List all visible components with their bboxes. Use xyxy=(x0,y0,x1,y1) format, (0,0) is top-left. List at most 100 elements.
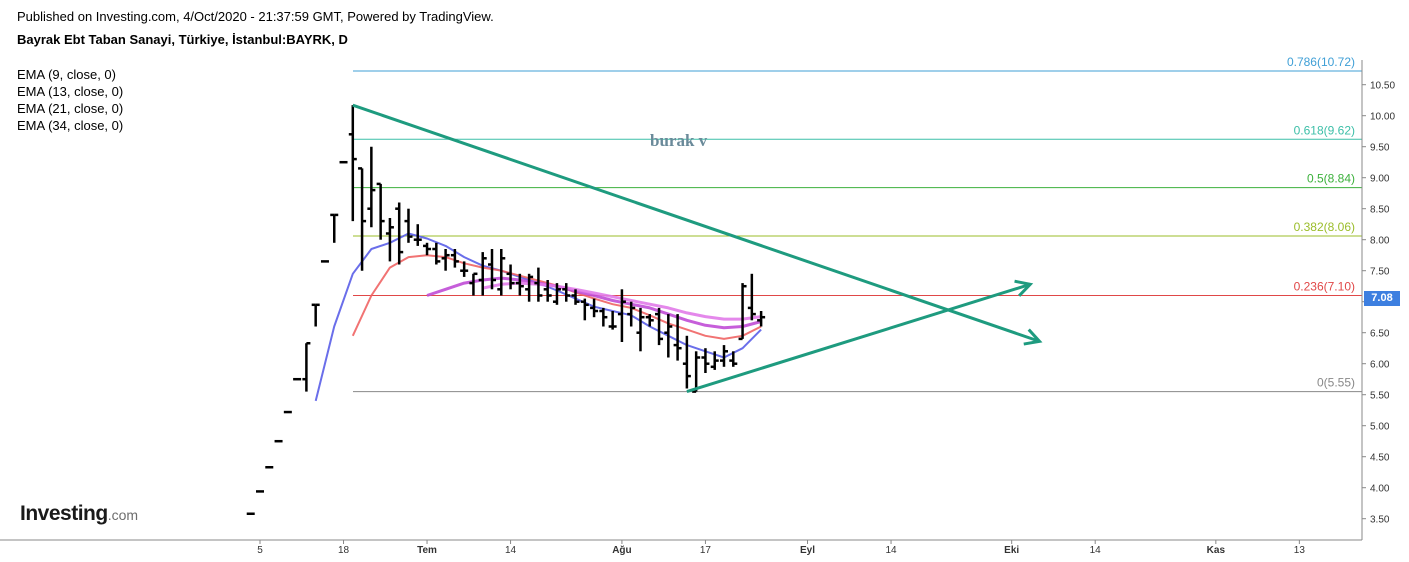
fibonacci-levels: 0.786(10.72) 0.618(9.62) 0.5(8.84) 0.382(8.… xyxy=(353,55,1362,393)
ohlc-bar xyxy=(608,311,617,330)
x-tick-label: 5 xyxy=(257,545,263,556)
y-tick-label: 8.50 xyxy=(1370,205,1390,216)
ohlc-bar xyxy=(655,307,664,346)
x-tick-label: Ağu xyxy=(612,545,631,556)
ohlc-bar xyxy=(404,208,413,243)
ohlc-bar xyxy=(330,213,339,243)
ema-line-0 xyxy=(314,232,762,402)
y-tick-label: 9.00 xyxy=(1370,174,1390,185)
trendline-arrow-0 xyxy=(1023,328,1043,346)
ohlc-bar xyxy=(469,272,478,296)
legend-ema-13[interactable]: EMA (13, close, 0) xyxy=(17,84,124,99)
fib-label-0: 0.786(10.72) xyxy=(1287,55,1355,69)
fib-label-2: 0.5(8.84) xyxy=(1307,172,1355,186)
x-tick-label: 14 xyxy=(505,545,517,556)
x-axis-ticks: 5 18 Tem 14 Ağu 17 Eyl 14 Eki 14 Kas 13 xyxy=(257,540,1305,556)
fib-label-5: 0(5.55) xyxy=(1317,376,1355,390)
ohlc-bar xyxy=(590,298,599,318)
legend-ema-9[interactable]: EMA (9, close, 0) xyxy=(17,67,116,82)
y-tick-label: 3.50 xyxy=(1370,515,1390,526)
ohlc-bar xyxy=(358,167,367,271)
ohlc-bar xyxy=(627,301,636,327)
ohlc-bar xyxy=(497,249,506,296)
ohlc-bars xyxy=(246,105,766,515)
y-tick-label: 9.50 xyxy=(1370,143,1390,154)
ohlc-bar xyxy=(450,249,459,268)
watermark-text: burak v xyxy=(650,131,708,150)
ohlc-bar xyxy=(645,314,654,327)
ohlc-bar xyxy=(673,314,682,361)
y-tick-label: 6.50 xyxy=(1370,329,1390,340)
ohlc-bar xyxy=(311,303,320,327)
x-tick-label: Kas xyxy=(1207,545,1226,556)
logo-domain-text: .com xyxy=(107,507,139,523)
ohlc-bar xyxy=(747,273,756,321)
ohlc-bar xyxy=(720,345,728,367)
ohlc-bar xyxy=(729,351,738,367)
ema-lines xyxy=(314,232,762,402)
x-tick-label: 17 xyxy=(700,545,712,556)
ohlc-bar xyxy=(441,249,450,271)
trendlines xyxy=(352,103,1043,394)
x-tick-label: 14 xyxy=(1090,545,1102,556)
ohlc-bar xyxy=(376,182,385,240)
ohlc-bar xyxy=(488,249,496,290)
x-tick-label: 18 xyxy=(338,545,350,556)
ohlc-bar xyxy=(599,307,608,327)
ohlc-bar xyxy=(506,264,515,290)
investing-logo: Investing.com xyxy=(20,502,138,526)
x-tick-label: Eyl xyxy=(800,545,815,556)
logo-main-text: Investing xyxy=(20,502,108,525)
x-tick-label: Eki xyxy=(1004,545,1019,556)
trendline-arrow-1 xyxy=(1014,279,1034,297)
ohlc-bar xyxy=(478,252,487,296)
ohlc-bar xyxy=(738,283,747,341)
y-tick-label: 10.50 xyxy=(1370,81,1395,92)
y-tick-label: 5.00 xyxy=(1370,422,1390,433)
y-tick-label: 6.00 xyxy=(1370,360,1390,371)
x-tick-label: 14 xyxy=(885,545,897,556)
ohlc-bar xyxy=(562,283,571,302)
indicator-legend: EMA (9, close, 0) EMA (13, close, 0) EMA… xyxy=(17,66,123,134)
fib-label-1: 0.618(9.62) xyxy=(1294,123,1355,137)
instrument-title: Bayrak Ebt Taban Sanayi, Türkiye, İstanb… xyxy=(17,32,348,47)
ohlc-bar xyxy=(525,273,534,302)
ohlc-bar xyxy=(571,289,580,305)
ohlc-bar xyxy=(534,267,543,302)
ohlc-bar xyxy=(552,283,561,305)
ohlc-bar xyxy=(636,307,645,352)
y-tick-label: 8.00 xyxy=(1370,236,1390,247)
ohlc-bar xyxy=(664,314,673,358)
y-tick-label: 7.50 xyxy=(1370,267,1390,278)
fib-label-3: 0.382(8.06) xyxy=(1294,220,1355,234)
ohlc-bar xyxy=(701,348,710,373)
ohlc-bar xyxy=(692,351,701,393)
ohlc-bar xyxy=(757,311,766,327)
x-tick-label: 13 xyxy=(1294,545,1306,556)
ohlc-bar xyxy=(423,242,432,256)
x-tick-label: Tem xyxy=(417,545,437,556)
ohlc-bar xyxy=(580,298,589,321)
ohlc-bar xyxy=(515,273,524,296)
ohlc-bar xyxy=(682,335,691,389)
trendline-0 xyxy=(352,103,1041,343)
ohlc-bar xyxy=(302,341,311,392)
ohlc-bar xyxy=(413,224,422,246)
legend-ema-34[interactable]: EMA (34, close, 0) xyxy=(17,118,124,133)
ohlc-bar xyxy=(432,242,441,265)
ohlc-bar xyxy=(348,105,357,222)
ohlc-bar xyxy=(710,351,719,370)
legend-ema-21[interactable]: EMA (21, close, 0) xyxy=(17,101,124,116)
trendline-1 xyxy=(686,282,1031,394)
ohlc-bar xyxy=(543,280,552,302)
ohlc-bar xyxy=(367,146,376,228)
ohlc-bar xyxy=(460,261,469,277)
y-tick-label: 4.00 xyxy=(1370,484,1390,495)
ohlc-bar xyxy=(385,218,394,262)
ohlc-bar xyxy=(395,202,404,265)
y-tick-label: 4.50 xyxy=(1370,453,1390,464)
published-line: Published on Investing.com, 4/Oct/2020 -… xyxy=(17,9,494,24)
fib-label-4: 0.236(7.10) xyxy=(1294,280,1355,294)
last-price-label: 7.08 xyxy=(1364,291,1400,306)
